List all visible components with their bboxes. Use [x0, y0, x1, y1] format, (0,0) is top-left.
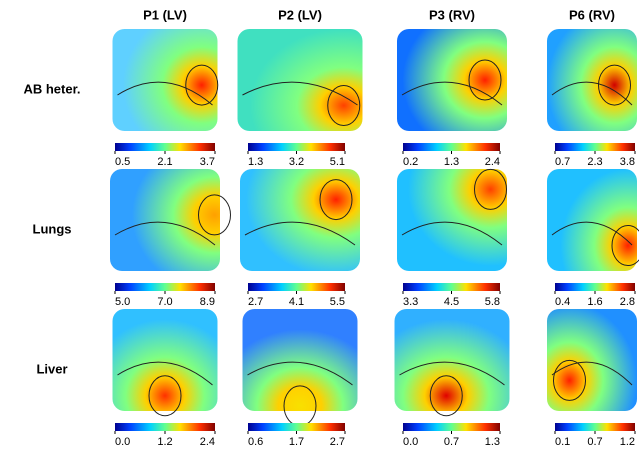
colorbar-tick-label: 0.7 [555, 156, 570, 168]
surface-map [397, 169, 507, 271]
colorbar-tick-label: 1.3 [485, 436, 500, 448]
colorbar-tick-label: 2.3 [587, 156, 602, 168]
colorbar [248, 283, 345, 291]
colorbar [115, 283, 215, 291]
colorbar-tick-label: 5.8 [485, 296, 500, 308]
colorbar-tick-label: 1.3 [248, 156, 263, 168]
surface-map [113, 29, 218, 131]
surface-map [110, 169, 220, 271]
surface-map [113, 309, 218, 411]
colorbar-tick-label: 0.7 [444, 436, 459, 448]
surface-map [547, 29, 637, 131]
surface-map [547, 169, 637, 271]
colorbar-tick-label: 0.0 [403, 436, 418, 448]
surface-map [547, 309, 637, 411]
colorbar-tick-label: 2.4 [485, 156, 500, 168]
colorbar-tick-label: 3.3 [403, 296, 418, 308]
colorbar-tick-label: 8.9 [200, 296, 215, 308]
colorbar-tick-label: 5.5 [330, 296, 345, 308]
colorbar-tick-label: 7.0 [157, 296, 172, 308]
colorbar [115, 143, 215, 151]
colorbar-tick-label: 2.7 [248, 296, 263, 308]
colorbar-tick-label: 1.6 [587, 296, 602, 308]
surface-map [397, 29, 507, 131]
colorbar-tick-label: 2.8 [620, 296, 635, 308]
colorbar [248, 143, 345, 151]
colorbar [248, 423, 345, 431]
colorbar-tick-label: 1.2 [157, 436, 172, 448]
colorbar-tick-label: 1.2 [620, 436, 635, 448]
column-title: P6 (RV) [569, 7, 615, 22]
colorbar-tick-label: 0.6 [248, 436, 263, 448]
colorbar [115, 423, 215, 431]
colorbar-tick-label: 3.7 [200, 156, 215, 168]
colorbar-tick-label: 0.1 [555, 436, 570, 448]
colorbar-tick-label: 2.1 [157, 156, 172, 168]
colorbar-tick-label: 4.5 [444, 296, 459, 308]
colorbar [403, 283, 500, 291]
figure: P1 (LV) P2 (LV) P3 (RV) P6 (RV) AB heter. 0.5… [0, 0, 639, 449]
colorbar [555, 143, 635, 151]
colorbar-tick-label: 1.7 [289, 436, 304, 448]
colorbar-tick-label: 3.2 [289, 156, 304, 168]
colorbar-tick-label: 0.0 [115, 436, 130, 448]
row-label: Lungs [33, 221, 72, 236]
column-title: P3 (RV) [429, 7, 475, 22]
colorbar-tick-label: 5.0 [115, 296, 130, 308]
colorbar-tick-label: 2.4 [200, 436, 215, 448]
surface-map [243, 309, 358, 411]
colorbar-tick-label: 0.2 [403, 156, 418, 168]
colorbar-tick-label: 4.1 [289, 296, 304, 308]
colorbar-tick-label: 3.8 [620, 156, 635, 168]
colorbar-tick-label: 5.1 [330, 156, 345, 168]
colorbar [403, 423, 500, 431]
colorbar-tick-label: 2.7 [330, 436, 345, 448]
colorbar-tick-label: 1.3 [444, 156, 459, 168]
column-title: P1 (LV) [143, 7, 187, 22]
colorbar [403, 143, 500, 151]
surface-map [395, 309, 510, 411]
row-label: AB heter. [23, 81, 80, 96]
colorbar-tick-label: 0.5 [115, 156, 130, 168]
colorbar [555, 423, 635, 431]
surface-map [240, 169, 360, 271]
colorbar-tick-label: 0.4 [555, 296, 570, 308]
surface-map [238, 29, 363, 131]
colorbar-tick-label: 0.7 [587, 436, 602, 448]
column-title: P2 (LV) [278, 7, 322, 22]
colorbar [555, 283, 635, 291]
row-label: Liver [36, 361, 67, 376]
